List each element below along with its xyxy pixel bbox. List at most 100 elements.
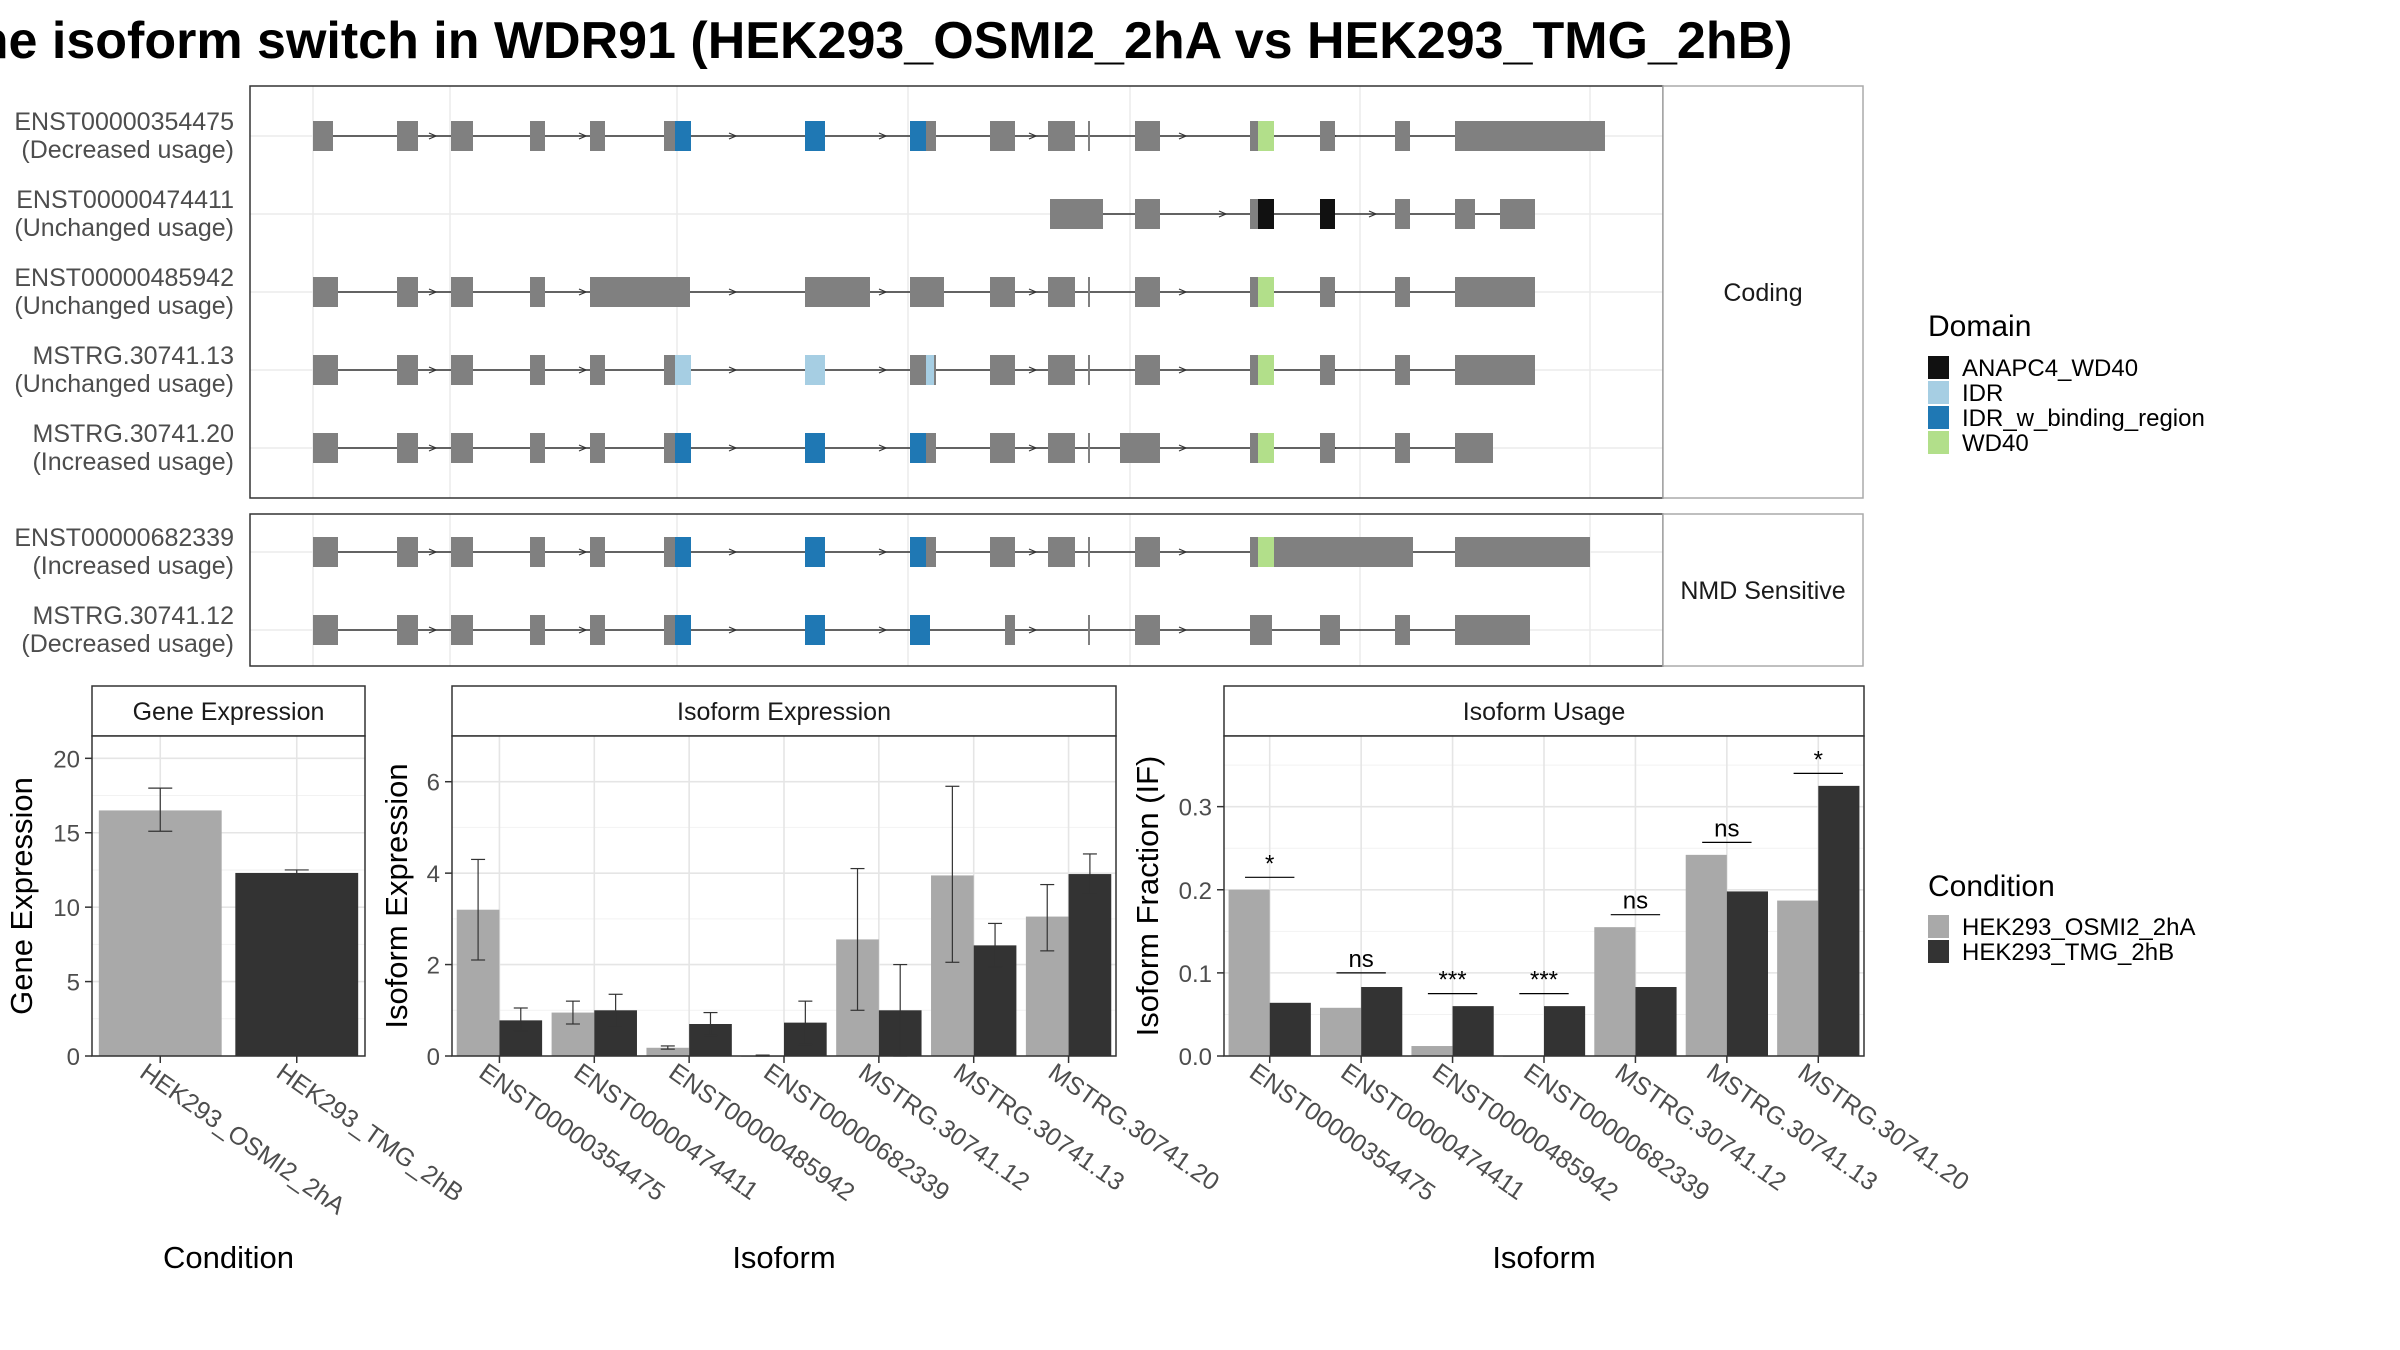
exon [910,277,940,307]
domain-block [910,615,930,645]
utr-block [313,127,323,145]
exon [451,615,473,645]
domain-block [1258,433,1274,463]
x-axis-title: Isoform [732,1240,835,1275]
domain-block [805,537,825,567]
intron-arrow [1178,444,1188,452]
isoform-id-label: MSTRG.30741.13 [33,342,235,370]
bar [1228,889,1270,1056]
intron-arrow [578,548,588,556]
intron-arrow [728,132,738,140]
plot-border [91,735,366,1057]
utr-block [313,439,323,457]
exon [1048,121,1075,151]
exon [1455,199,1475,229]
domain-legend-title: Domain [1928,310,2031,343]
domain-legend-key [1928,406,1949,429]
exon [530,355,545,385]
exon [451,121,473,151]
y-tick-label: 0 [427,1044,440,1071]
exon [1395,121,1410,151]
exon [1048,277,1075,307]
y-tick-label: 4 [427,861,440,888]
exon [1320,615,1340,645]
exon [1500,199,1535,229]
isoform-usage-label: (Unchanged usage) [14,292,234,320]
intron-arrow [1028,444,1038,452]
exon [1250,121,1258,151]
isoform-usage-label: (Unchanged usage) [14,370,234,398]
exon [1455,121,1475,151]
exon [1135,355,1160,385]
exon [1088,537,1090,567]
exon [1475,433,1493,463]
exon [530,277,545,307]
chart-title: Isoform Usage [1463,698,1626,726]
isoform-id-label: MSTRG.30741.12 [33,602,235,630]
exon [664,355,677,385]
exon [1050,199,1103,229]
bar [1818,785,1860,1056]
chart-title: Isoform Expression [677,698,891,726]
utr-block [313,621,323,639]
intron-arrow [1028,366,1038,374]
intron-arrow [728,288,738,296]
exon [1135,277,1160,307]
intron-arrow [1178,626,1188,634]
exon [1274,537,1413,567]
exon [1120,433,1160,463]
domain-block [926,355,934,385]
page-title: The isoform switch in WDR91 (HEK293_OSMI… [0,12,1792,70]
exon [1455,355,1475,385]
intron-arrow [1178,132,1188,140]
domain-legend-label: IDR_w_binding_region [1962,405,2205,432]
isoform-id-label: ENST00000485942 [14,264,234,292]
exon [1395,433,1410,463]
facet-strip [1662,85,1864,499]
exon [1455,433,1475,463]
y-tick-label: 0.3 [1179,795,1212,822]
intron-arrow [428,366,438,374]
exon [530,537,545,567]
domain-block [1320,199,1335,229]
domain-block [805,121,825,151]
exon [590,277,690,307]
exon [1048,433,1075,463]
y-tick-label: 2 [427,953,440,980]
exon [397,121,418,151]
bar [1361,987,1403,1056]
exon [397,277,418,307]
exon [664,615,677,645]
exon [664,537,677,567]
isoform-id-label: ENST00000682339 [14,524,234,552]
exon [664,433,677,463]
bar [1452,1006,1494,1056]
domain-legend-label: IDR [1962,380,2003,407]
domain-block [1258,277,1274,307]
bar [1726,891,1768,1056]
domain-block [1258,537,1274,567]
intron-arrow [878,626,888,634]
intron-arrow [1218,210,1228,218]
exon [1135,537,1160,567]
exon [1320,355,1335,385]
intron-arrow [878,366,888,374]
exon [397,355,418,385]
exon [590,433,605,463]
domain-block [675,121,691,151]
condition-legend-key [1928,915,1949,938]
bar [646,1047,690,1056]
facet-strip [1662,513,1864,667]
significance-label: *** [1530,967,1558,994]
intron-arrow [1178,288,1188,296]
domain-block [1258,121,1274,151]
domain-legend-key [1928,356,1949,379]
y-tick-label: 10 [53,895,80,922]
domain-block [675,355,691,385]
significance-label: ns [1623,888,1648,915]
bar [1269,1002,1311,1056]
exon [1475,121,1605,151]
bar [1635,987,1677,1056]
domain-block [805,355,825,385]
